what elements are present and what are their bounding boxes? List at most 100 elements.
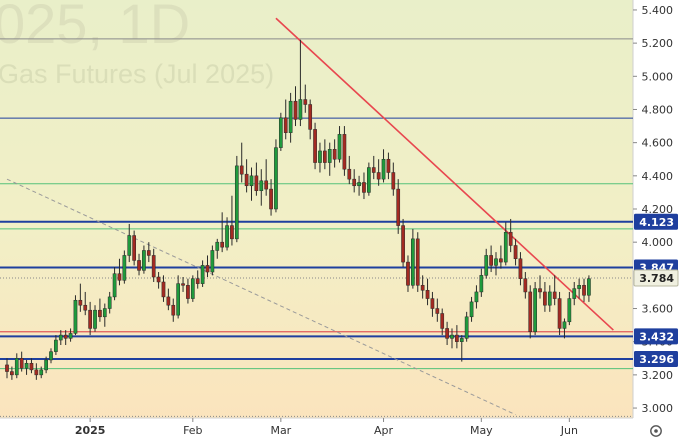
candle-down xyxy=(513,245,518,260)
candle-up xyxy=(215,241,220,251)
candle-down xyxy=(161,281,166,298)
y-tick-label: 5.000 xyxy=(642,70,674,83)
plot-background xyxy=(0,0,633,418)
candle-up xyxy=(298,99,303,120)
watermark-symbol: 025, 1D xyxy=(0,0,190,55)
candle-up xyxy=(107,296,112,309)
candle-up xyxy=(450,334,454,339)
candle-up xyxy=(459,338,464,342)
candles xyxy=(5,39,591,380)
y-tick-label: 3.600 xyxy=(642,303,674,316)
candle-down xyxy=(386,158,391,173)
candle-up xyxy=(577,285,581,289)
candle-up xyxy=(572,288,577,299)
candle-up xyxy=(318,150,322,163)
candle-down xyxy=(508,231,513,246)
candle-up xyxy=(494,258,498,266)
candle-up xyxy=(44,359,48,371)
y-tick-label: 4.400 xyxy=(642,170,674,183)
candle-down xyxy=(406,261,410,286)
candle-down xyxy=(347,168,352,180)
candle-down xyxy=(146,250,151,256)
y-tick-label: 4.000 xyxy=(642,236,674,249)
candle-up xyxy=(274,147,278,210)
watermark-instrument: Gas Futures (Jul 2025) xyxy=(0,59,274,89)
candle-up xyxy=(249,175,254,187)
candle-up xyxy=(93,309,97,329)
candle-down xyxy=(543,291,547,306)
candle-down xyxy=(303,99,308,105)
candle-up xyxy=(112,273,117,298)
candle-down xyxy=(362,182,366,193)
candle-down xyxy=(171,304,176,316)
candle-up xyxy=(190,278,195,299)
y-tick-label: 5.400 xyxy=(642,4,674,17)
candle-down xyxy=(332,149,337,160)
candle-up xyxy=(176,283,181,316)
candle-up xyxy=(562,321,567,329)
candle-down xyxy=(98,309,102,318)
candle-up xyxy=(54,339,58,352)
candle-down xyxy=(230,225,234,240)
settings-gear-icon[interactable] xyxy=(650,425,662,437)
candle-up xyxy=(567,298,572,323)
candle-up xyxy=(259,180,264,192)
candle-down xyxy=(293,100,298,120)
price-label-text: 3.784 xyxy=(639,272,674,285)
candle-up xyxy=(469,301,474,318)
candle-down xyxy=(582,285,586,296)
candle-down xyxy=(455,334,459,342)
price-label-text: 3.296 xyxy=(639,353,674,366)
y-tick-label: 5.200 xyxy=(642,37,674,50)
candle-up xyxy=(503,231,508,263)
candle-down xyxy=(489,255,493,266)
candle-up xyxy=(288,100,293,133)
y-tick-label: 3.200 xyxy=(642,369,674,382)
candle-down xyxy=(557,298,562,329)
candle-down xyxy=(166,296,171,306)
candle-up xyxy=(210,250,215,273)
candle-down xyxy=(181,283,185,286)
dashed-trend-line xyxy=(6,178,516,416)
candle-up xyxy=(24,363,29,369)
candle-down xyxy=(518,258,523,279)
candle-up xyxy=(68,333,73,339)
candle-up xyxy=(225,225,229,248)
candle-down xyxy=(430,298,435,309)
x-tick-label: Feb xyxy=(183,424,202,437)
candle-down xyxy=(391,172,396,190)
candle-down xyxy=(132,235,136,261)
candle-down xyxy=(523,278,528,293)
candle-down xyxy=(313,129,317,163)
candle-down xyxy=(283,117,288,133)
candle-up xyxy=(411,238,415,286)
price-label-box xyxy=(634,350,678,367)
candle-up xyxy=(102,308,107,318)
price-label-box xyxy=(634,213,678,230)
candle-down xyxy=(552,291,557,299)
candle-down xyxy=(195,278,200,284)
candle-down xyxy=(445,328,449,339)
x-tick-label: May xyxy=(470,424,493,437)
candle-down xyxy=(19,358,24,369)
candle-up xyxy=(234,165,239,240)
candle-up xyxy=(127,235,132,256)
candle-down xyxy=(137,260,141,271)
candle-up xyxy=(327,149,332,163)
candle-up xyxy=(73,299,78,334)
candle-down xyxy=(371,167,376,173)
candle-down xyxy=(538,288,542,293)
candle-up xyxy=(142,250,146,271)
candle-up xyxy=(278,117,283,148)
candle-down xyxy=(151,255,156,278)
candle-down xyxy=(29,363,34,371)
candle-down xyxy=(10,371,14,376)
candle-up xyxy=(39,369,44,376)
price-label-box xyxy=(634,328,678,345)
candle-down xyxy=(264,180,269,190)
candle-down xyxy=(63,334,68,339)
candle-down xyxy=(156,276,161,283)
candle-down xyxy=(83,304,88,311)
